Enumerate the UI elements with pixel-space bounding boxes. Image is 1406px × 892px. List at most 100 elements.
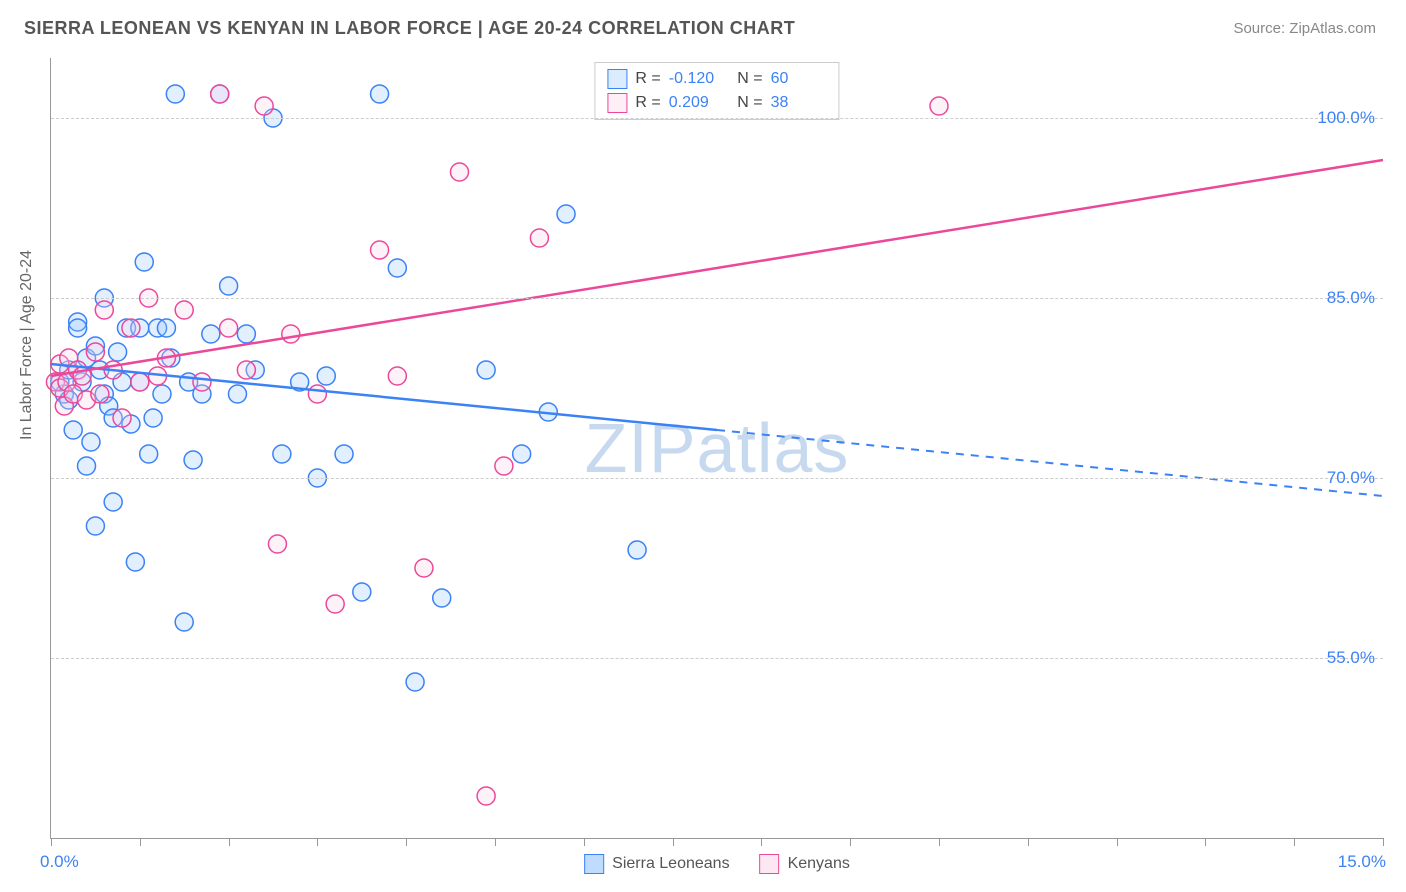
x-tick xyxy=(51,838,52,846)
stat-r-label: R = xyxy=(635,94,660,112)
gridline-h xyxy=(51,658,1383,659)
stat-n-label: N = xyxy=(733,70,763,88)
x-axis-min-label: 0.0% xyxy=(40,852,79,872)
x-tick xyxy=(317,838,318,846)
y-tick-label: 85.0% xyxy=(1327,288,1375,308)
gridline-h xyxy=(51,118,1383,119)
x-tick xyxy=(1205,838,1206,846)
data-point xyxy=(406,673,424,691)
legend-series: Sierra Leoneans Kenyans xyxy=(584,854,850,874)
gridline-h xyxy=(51,478,1383,479)
data-point xyxy=(255,97,273,115)
data-point xyxy=(175,613,193,631)
data-point xyxy=(86,343,104,361)
data-point xyxy=(220,319,238,337)
data-point xyxy=(202,325,220,343)
stat-n-value: 38 xyxy=(771,94,827,112)
source-label: Source: ZipAtlas.com xyxy=(1233,20,1376,37)
legend-swatch xyxy=(607,93,627,113)
y-axis-title: In Labor Force | Age 20-24 xyxy=(18,250,36,440)
data-point xyxy=(237,361,255,379)
data-point xyxy=(268,535,286,553)
data-point xyxy=(495,457,513,475)
data-point xyxy=(95,301,113,319)
data-point xyxy=(122,319,140,337)
data-point xyxy=(282,325,300,343)
data-point xyxy=(450,163,468,181)
data-point xyxy=(157,319,175,337)
data-point xyxy=(930,97,948,115)
data-point xyxy=(64,421,82,439)
legend-stat-row: R = 0.209 N = 38 xyxy=(607,91,826,115)
data-point xyxy=(166,85,184,103)
x-tick xyxy=(1028,838,1029,846)
data-point xyxy=(131,373,149,391)
data-point xyxy=(477,361,495,379)
legend-swatch xyxy=(607,69,627,89)
data-point xyxy=(86,517,104,535)
data-point xyxy=(477,787,495,805)
x-tick xyxy=(229,838,230,846)
chart-title: SIERRA LEONEAN VS KENYAN IN LABOR FORCE … xyxy=(24,18,795,39)
x-tick xyxy=(939,838,940,846)
data-point xyxy=(388,367,406,385)
legend-label: Kenyans xyxy=(788,855,850,873)
legend-swatch xyxy=(760,854,780,874)
trend-line-extrapolated xyxy=(717,430,1383,496)
data-point xyxy=(228,385,246,403)
stat-n-label: N = xyxy=(733,94,763,112)
data-point xyxy=(91,385,109,403)
data-point xyxy=(273,445,291,463)
stat-r-label: R = xyxy=(635,70,660,88)
stat-n-value: 60 xyxy=(771,70,827,88)
y-tick-label: 100.0% xyxy=(1317,108,1375,128)
data-point xyxy=(513,445,531,463)
data-point xyxy=(211,85,229,103)
stat-r-value: 0.209 xyxy=(669,94,725,112)
data-point xyxy=(388,259,406,277)
y-tick-label: 70.0% xyxy=(1327,468,1375,488)
legend-label: Sierra Leoneans xyxy=(612,855,729,873)
x-tick xyxy=(850,838,851,846)
x-tick xyxy=(406,838,407,846)
x-tick xyxy=(495,838,496,846)
data-point xyxy=(135,253,153,271)
legend-swatch xyxy=(584,854,604,874)
x-tick xyxy=(1383,838,1384,846)
x-tick xyxy=(140,838,141,846)
data-point xyxy=(144,409,162,427)
x-tick xyxy=(1294,838,1295,846)
plot-area: ZIPatlas R =-0.120 N =60R =0.209 N =38 S… xyxy=(50,58,1383,839)
data-point xyxy=(175,301,193,319)
data-point xyxy=(104,493,122,511)
data-point xyxy=(184,451,202,469)
x-tick xyxy=(673,838,674,846)
data-point xyxy=(78,457,96,475)
legend-stats: R = -0.120 N = 60 R = 0.209 N = 38 xyxy=(594,62,839,120)
data-point xyxy=(317,367,335,385)
data-point xyxy=(326,595,344,613)
x-tick xyxy=(584,838,585,846)
data-point xyxy=(371,241,389,259)
stat-r-value: -0.120 xyxy=(669,70,725,88)
legend-item: Kenyans xyxy=(760,854,850,874)
data-point xyxy=(371,85,389,103)
data-point xyxy=(126,553,144,571)
data-point xyxy=(530,229,548,247)
data-point xyxy=(113,409,131,427)
data-point xyxy=(335,445,353,463)
x-tick xyxy=(761,838,762,846)
data-point xyxy=(237,325,255,343)
gridline-h xyxy=(51,298,1383,299)
data-point xyxy=(308,385,326,403)
legend-item: Sierra Leoneans xyxy=(584,854,729,874)
data-point xyxy=(153,385,171,403)
data-point xyxy=(353,583,371,601)
data-point xyxy=(140,445,158,463)
data-point xyxy=(415,559,433,577)
x-tick xyxy=(1117,838,1118,846)
y-tick-label: 55.0% xyxy=(1327,648,1375,668)
legend-stat-row: R = -0.120 N = 60 xyxy=(607,67,826,91)
x-axis-max-label: 15.0% xyxy=(1338,852,1386,872)
data-point xyxy=(557,205,575,223)
